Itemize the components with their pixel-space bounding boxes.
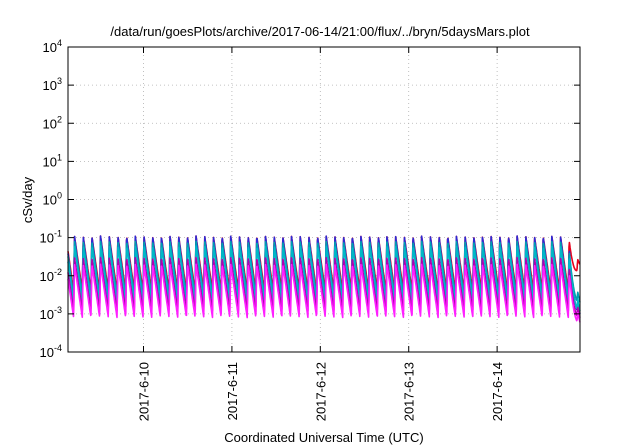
y-tick-label: 101 bbox=[43, 152, 62, 169]
y-tick-exponent: -2 bbox=[54, 267, 62, 277]
y-tick-label: 10-3 bbox=[40, 305, 62, 322]
x-tick-label: 2017-6-11 bbox=[225, 362, 240, 420]
series-group bbox=[67, 235, 581, 323]
y-tick-exponent: -3 bbox=[54, 305, 62, 315]
y-tick-label: 102 bbox=[43, 114, 62, 131]
y-tick-base: 10 bbox=[40, 307, 54, 322]
series-line bbox=[67, 245, 581, 312]
y-tick-exponent: 3 bbox=[57, 76, 62, 86]
x-tick-labels: 2017-6-10 2017-6-11 2017-6-12 2017-6-13 2017… bbox=[137, 362, 506, 421]
y-tick-label: 10-4 bbox=[40, 343, 62, 360]
y-tick-exponent: -1 bbox=[54, 229, 62, 239]
y-tick-base: 10 bbox=[43, 154, 57, 169]
x-tick-label: 2017-6-14 bbox=[490, 362, 505, 421]
series-line bbox=[67, 263, 581, 323]
y-tick-label: 103 bbox=[43, 76, 62, 93]
chart-title: /data/run/goesPlots/archive/2017-06-14/2… bbox=[110, 24, 530, 39]
y-tick-exponent: 1 bbox=[57, 152, 62, 162]
plot-frame bbox=[67, 46, 581, 353]
y-tick-base: 10 bbox=[43, 78, 57, 93]
x-axis-label: Coordinated Universal Time (UTC) bbox=[224, 430, 423, 445]
y-tick-base: 10 bbox=[43, 193, 57, 208]
y-tick-exponent: 0 bbox=[57, 191, 62, 201]
x-tick-label: 2017-6-10 bbox=[137, 362, 152, 421]
axes-group bbox=[67, 46, 581, 353]
y-tick-label: 104 bbox=[43, 38, 62, 55]
y-tick-label: 100 bbox=[43, 191, 62, 208]
y-tick-base: 10 bbox=[40, 231, 54, 246]
x-tick-label: 2017-6-12 bbox=[313, 362, 328, 421]
y-tick-label: 10-1 bbox=[40, 229, 62, 246]
x-tick-label: 2017-6-13 bbox=[402, 362, 417, 421]
y-tick-base: 10 bbox=[43, 116, 57, 131]
y-tick-label: 10-2 bbox=[40, 267, 62, 284]
y-axis-label: cSv/day bbox=[20, 176, 35, 223]
y-tick-base: 10 bbox=[40, 269, 54, 284]
y-tick-exponent: 4 bbox=[57, 38, 62, 48]
y-tick-exponent: -4 bbox=[54, 343, 62, 353]
series-line bbox=[67, 256, 581, 318]
y-tick-exponent: 2 bbox=[57, 114, 62, 124]
y-tick-base: 10 bbox=[40, 345, 54, 360]
y-tick-base: 10 bbox=[43, 40, 57, 55]
